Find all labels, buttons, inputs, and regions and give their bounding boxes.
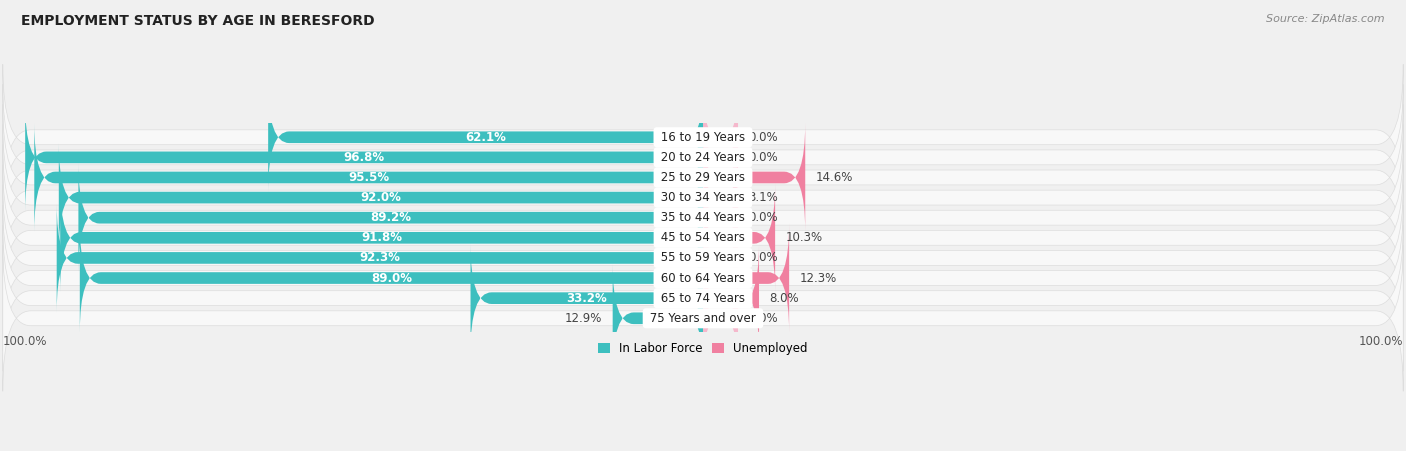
Text: 0.0%: 0.0% <box>748 312 778 325</box>
Text: 45 to 54 Years: 45 to 54 Years <box>657 231 749 244</box>
Text: 95.5%: 95.5% <box>349 171 389 184</box>
FancyBboxPatch shape <box>269 83 703 192</box>
Text: 91.8%: 91.8% <box>361 231 402 244</box>
Text: 12.9%: 12.9% <box>565 312 602 325</box>
FancyBboxPatch shape <box>703 163 738 272</box>
FancyBboxPatch shape <box>613 264 703 373</box>
FancyBboxPatch shape <box>703 244 759 353</box>
Text: 12.3%: 12.3% <box>800 272 837 285</box>
Text: Source: ZipAtlas.com: Source: ZipAtlas.com <box>1267 14 1385 23</box>
FancyBboxPatch shape <box>60 183 703 292</box>
Text: 89.0%: 89.0% <box>371 272 412 285</box>
FancyBboxPatch shape <box>703 123 806 232</box>
Text: 0.0%: 0.0% <box>748 211 778 224</box>
FancyBboxPatch shape <box>59 143 703 252</box>
FancyBboxPatch shape <box>79 163 703 272</box>
FancyBboxPatch shape <box>703 103 738 212</box>
FancyBboxPatch shape <box>3 124 1403 271</box>
Text: 65 to 74 Years: 65 to 74 Years <box>657 292 749 305</box>
Text: 62.1%: 62.1% <box>465 131 506 144</box>
FancyBboxPatch shape <box>3 145 1403 291</box>
Text: 100.0%: 100.0% <box>1358 336 1403 348</box>
Text: 55 to 59 Years: 55 to 59 Years <box>657 251 749 264</box>
Text: 8.0%: 8.0% <box>769 292 799 305</box>
Text: 35 to 44 Years: 35 to 44 Years <box>657 211 749 224</box>
Text: 75 Years and over: 75 Years and over <box>647 312 759 325</box>
Text: EMPLOYMENT STATUS BY AGE IN BERESFORD: EMPLOYMENT STATUS BY AGE IN BERESFORD <box>21 14 375 28</box>
FancyBboxPatch shape <box>80 224 703 332</box>
FancyBboxPatch shape <box>703 203 738 313</box>
Text: 100.0%: 100.0% <box>3 336 48 348</box>
Text: 60 to 64 Years: 60 to 64 Years <box>657 272 749 285</box>
FancyBboxPatch shape <box>34 123 703 232</box>
Text: 92.3%: 92.3% <box>360 251 401 264</box>
Text: 89.2%: 89.2% <box>370 211 411 224</box>
FancyBboxPatch shape <box>3 165 1403 311</box>
Text: 33.2%: 33.2% <box>567 292 607 305</box>
Text: 0.0%: 0.0% <box>748 251 778 264</box>
Text: 92.0%: 92.0% <box>360 191 401 204</box>
Text: 3.1%: 3.1% <box>748 191 779 204</box>
Text: 96.8%: 96.8% <box>343 151 385 164</box>
FancyBboxPatch shape <box>25 103 703 212</box>
Text: 16 to 19 Years: 16 to 19 Years <box>657 131 749 144</box>
Text: 0.0%: 0.0% <box>748 151 778 164</box>
FancyBboxPatch shape <box>3 64 1403 210</box>
FancyBboxPatch shape <box>703 264 738 373</box>
FancyBboxPatch shape <box>703 143 738 252</box>
FancyBboxPatch shape <box>471 244 703 353</box>
Text: 30 to 34 Years: 30 to 34 Years <box>657 191 749 204</box>
Legend: In Labor Force, Unemployed: In Labor Force, Unemployed <box>593 337 813 360</box>
FancyBboxPatch shape <box>56 203 703 313</box>
Text: 20 to 24 Years: 20 to 24 Years <box>657 151 749 164</box>
Text: 25 to 29 Years: 25 to 29 Years <box>657 171 749 184</box>
Text: 0.0%: 0.0% <box>748 131 778 144</box>
FancyBboxPatch shape <box>3 84 1403 230</box>
Text: 14.6%: 14.6% <box>815 171 853 184</box>
FancyBboxPatch shape <box>3 105 1403 250</box>
FancyBboxPatch shape <box>3 185 1403 331</box>
Text: 10.3%: 10.3% <box>786 231 823 244</box>
FancyBboxPatch shape <box>703 183 775 292</box>
FancyBboxPatch shape <box>3 205 1403 351</box>
FancyBboxPatch shape <box>703 83 738 192</box>
FancyBboxPatch shape <box>3 225 1403 371</box>
FancyBboxPatch shape <box>703 224 789 332</box>
FancyBboxPatch shape <box>3 245 1403 391</box>
